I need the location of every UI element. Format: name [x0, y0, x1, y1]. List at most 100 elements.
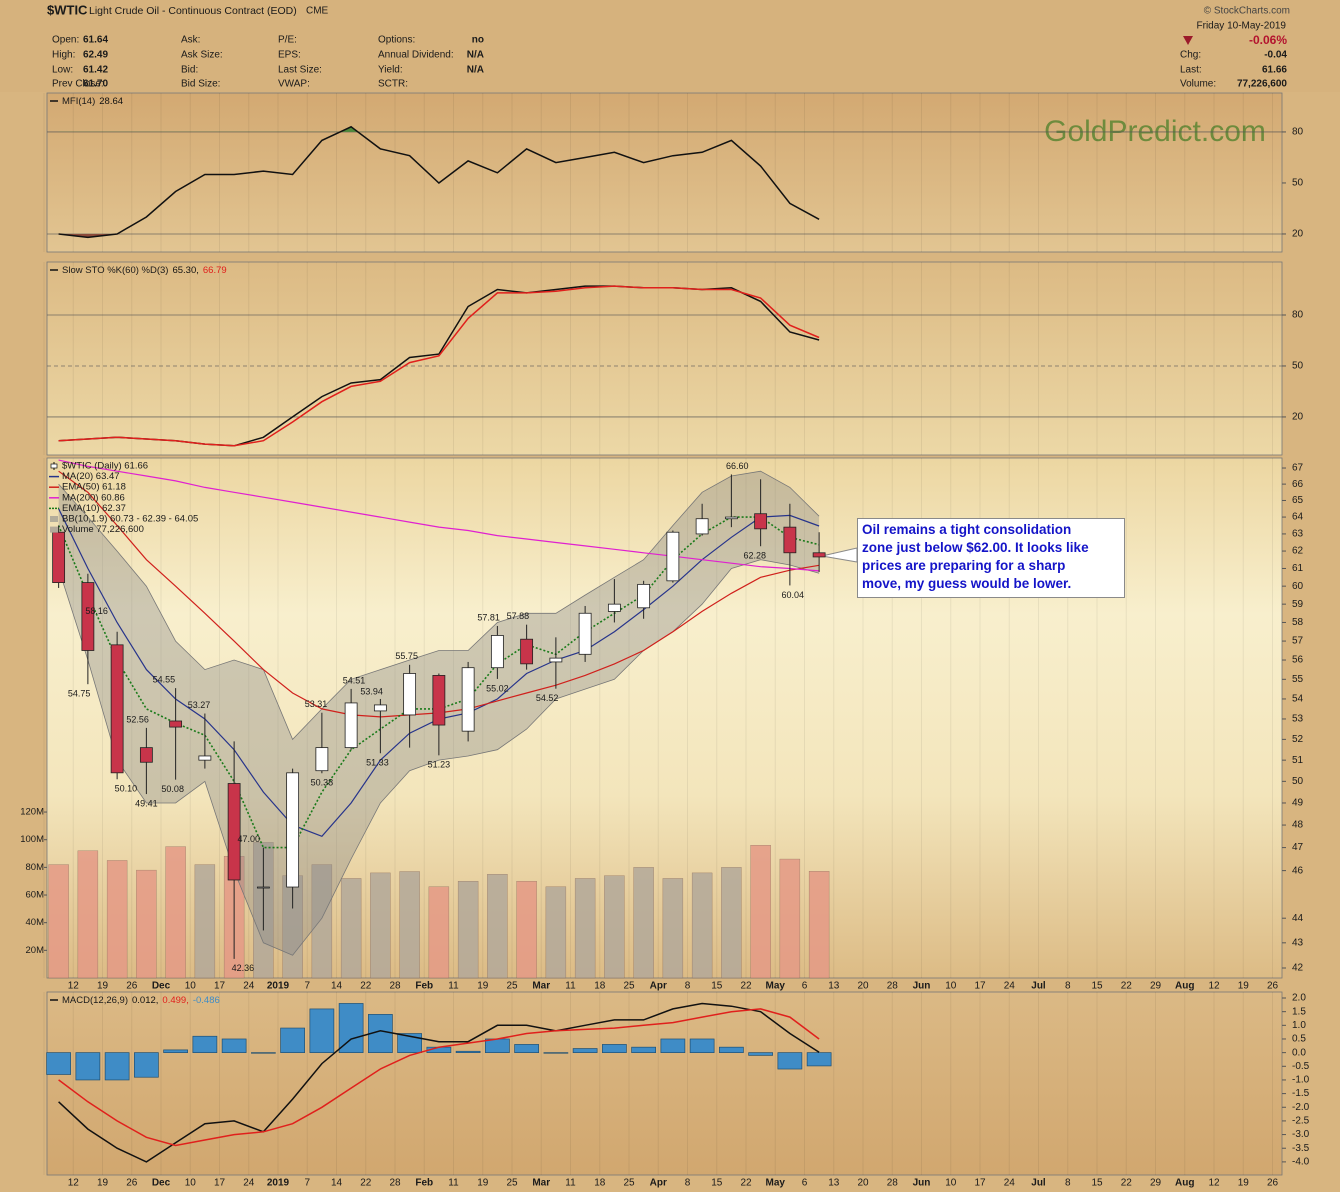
candle-body — [520, 638, 534, 665]
y-tick-label: -1.5 — [1292, 1088, 1310, 1099]
legend-icon — [50, 516, 58, 522]
field-label: VWAP: — [278, 79, 310, 90]
note-line: move, my guess would be lower. — [862, 576, 1072, 591]
x-tick-label: 24 — [243, 1178, 255, 1189]
x-tick-label: 11 — [448, 1178, 459, 1189]
volume-bar — [370, 872, 391, 979]
histogram-bar — [75, 1052, 101, 1081]
symbol: $WTIC — [47, 2, 88, 17]
y-tick-label: 63 — [1292, 529, 1304, 540]
volume-bar — [340, 878, 362, 979]
x-tick-label: Jun — [913, 1178, 931, 1189]
candle-body — [139, 747, 153, 763]
y-tick-label: 2.0 — [1292, 993, 1306, 1004]
x-tick-label: 17 — [214, 981, 226, 992]
x-tick-label: 22 — [360, 1178, 372, 1189]
volume-tick-label: 80M — [26, 862, 45, 873]
x-tick-label: 26 — [1267, 981, 1279, 992]
y-tick-label: 57 — [1292, 636, 1304, 647]
price-label: 55.75 — [395, 651, 418, 661]
legend: MACD(12,26,9) 0.012, 0.499, -0.486 — [62, 995, 220, 1006]
candle-body — [373, 704, 387, 712]
volume-bar — [77, 850, 99, 979]
x-tick-label: 12 — [1208, 1178, 1220, 1189]
x-tick-label: 28 — [389, 1178, 401, 1189]
candle-body — [490, 635, 504, 669]
x-tick-label: 22 — [360, 981, 372, 992]
candle-body — [315, 747, 329, 772]
y-tick-label: 56 — [1292, 655, 1304, 666]
histogram-bar — [689, 1038, 715, 1053]
x-tick-label: 18 — [594, 1178, 606, 1189]
histogram-bar — [602, 1044, 627, 1053]
x-tick-label: May — [766, 1178, 786, 1189]
price-label: 54.75 — [68, 689, 91, 699]
histogram-bar — [280, 1027, 305, 1053]
y-tick-label: 64 — [1292, 512, 1304, 523]
legend-value: 28.64 — [99, 96, 123, 107]
x-tick-label: 7 — [304, 981, 310, 992]
histogram-bar — [631, 1046, 656, 1053]
y-tick-label: 67 — [1292, 463, 1304, 474]
note-box: Oil remains a tight consolidation zone j… — [857, 518, 1125, 598]
candle-body — [578, 612, 592, 655]
histogram-bar — [163, 1049, 188, 1053]
note-line: zone just below $62.00. It looks like — [862, 540, 1089, 555]
candle-body — [637, 583, 651, 609]
panel-sto — [46, 261, 1283, 456]
price-label: 42.36 — [232, 963, 255, 973]
candle-body — [81, 582, 95, 651]
y-tick-label: 58 — [1292, 617, 1304, 628]
field-label: P/E: — [278, 35, 297, 46]
volume-bar — [779, 858, 801, 979]
legend-title: Slow STO %K(60) %D(3) — [62, 265, 168, 276]
y-tick-label: 66 — [1292, 479, 1304, 490]
price-label: 49.41 — [135, 798, 158, 808]
x-tick-label: 29 — [1150, 1178, 1162, 1189]
candle-body — [461, 667, 475, 732]
legend-entry: MA(20) 63.47 — [62, 471, 120, 482]
date: Friday 10-May-2019 — [1197, 21, 1287, 32]
price-label: 55.02 — [486, 683, 509, 693]
y-tick-label: 0.0 — [1292, 1047, 1306, 1058]
histogram-bar — [572, 1048, 598, 1053]
x-tick-label: 19 — [477, 981, 489, 992]
legend-value: 0.012, — [132, 995, 158, 1006]
legend: Slow STO %K(60) %D(3) 65.30, 66.79 — [62, 265, 227, 276]
x-tick-label: 24 — [1004, 1178, 1016, 1189]
y-tick-label: 62 — [1292, 546, 1304, 557]
x-tick-label: 15 — [1091, 981, 1103, 992]
histogram-bar — [221, 1038, 247, 1053]
histogram-bar — [719, 1046, 744, 1053]
note-line: prices are preparing for a sharp — [862, 558, 1066, 573]
band-upper — [58, 470, 820, 741]
x-tick-label: 22 — [740, 981, 752, 992]
x-tick-label: 25 — [623, 1178, 635, 1189]
x-tick-label: 19 — [1238, 1178, 1250, 1189]
x-tick-label: 24 — [243, 981, 255, 992]
source: © StockCharts.com — [1204, 6, 1290, 17]
legend-title: MFI(14) — [62, 96, 95, 107]
field-value: N/A — [467, 65, 484, 76]
line — [58, 1002, 820, 1163]
x-tick-label: 25 — [506, 1178, 518, 1189]
x-tick-label: Feb — [415, 1178, 433, 1189]
candle-body — [169, 720, 183, 728]
x-tick-label: 12 — [68, 981, 80, 992]
legend-entry: EMA(50) 61.18 — [62, 482, 126, 493]
x-tick-label: 26 — [1267, 1178, 1279, 1189]
stat-label: Last: — [1180, 65, 1202, 76]
stat-value: 77,226,600 — [1237, 79, 1287, 90]
x-tick-label: 12 — [1208, 981, 1220, 992]
y-tick-label: 46 — [1292, 865, 1304, 876]
x-tick-label: 10 — [945, 1178, 957, 1189]
histogram-bar — [543, 1052, 569, 1054]
field-label: Options: — [378, 35, 415, 46]
volume-tick-label: 60M — [26, 890, 45, 901]
field-label: SCTR: — [378, 79, 408, 90]
price-label: 58.16 — [85, 606, 108, 616]
legend-entry: EMA(10) 62.37 — [62, 503, 126, 514]
legend-value: 66.79 — [203, 265, 227, 276]
